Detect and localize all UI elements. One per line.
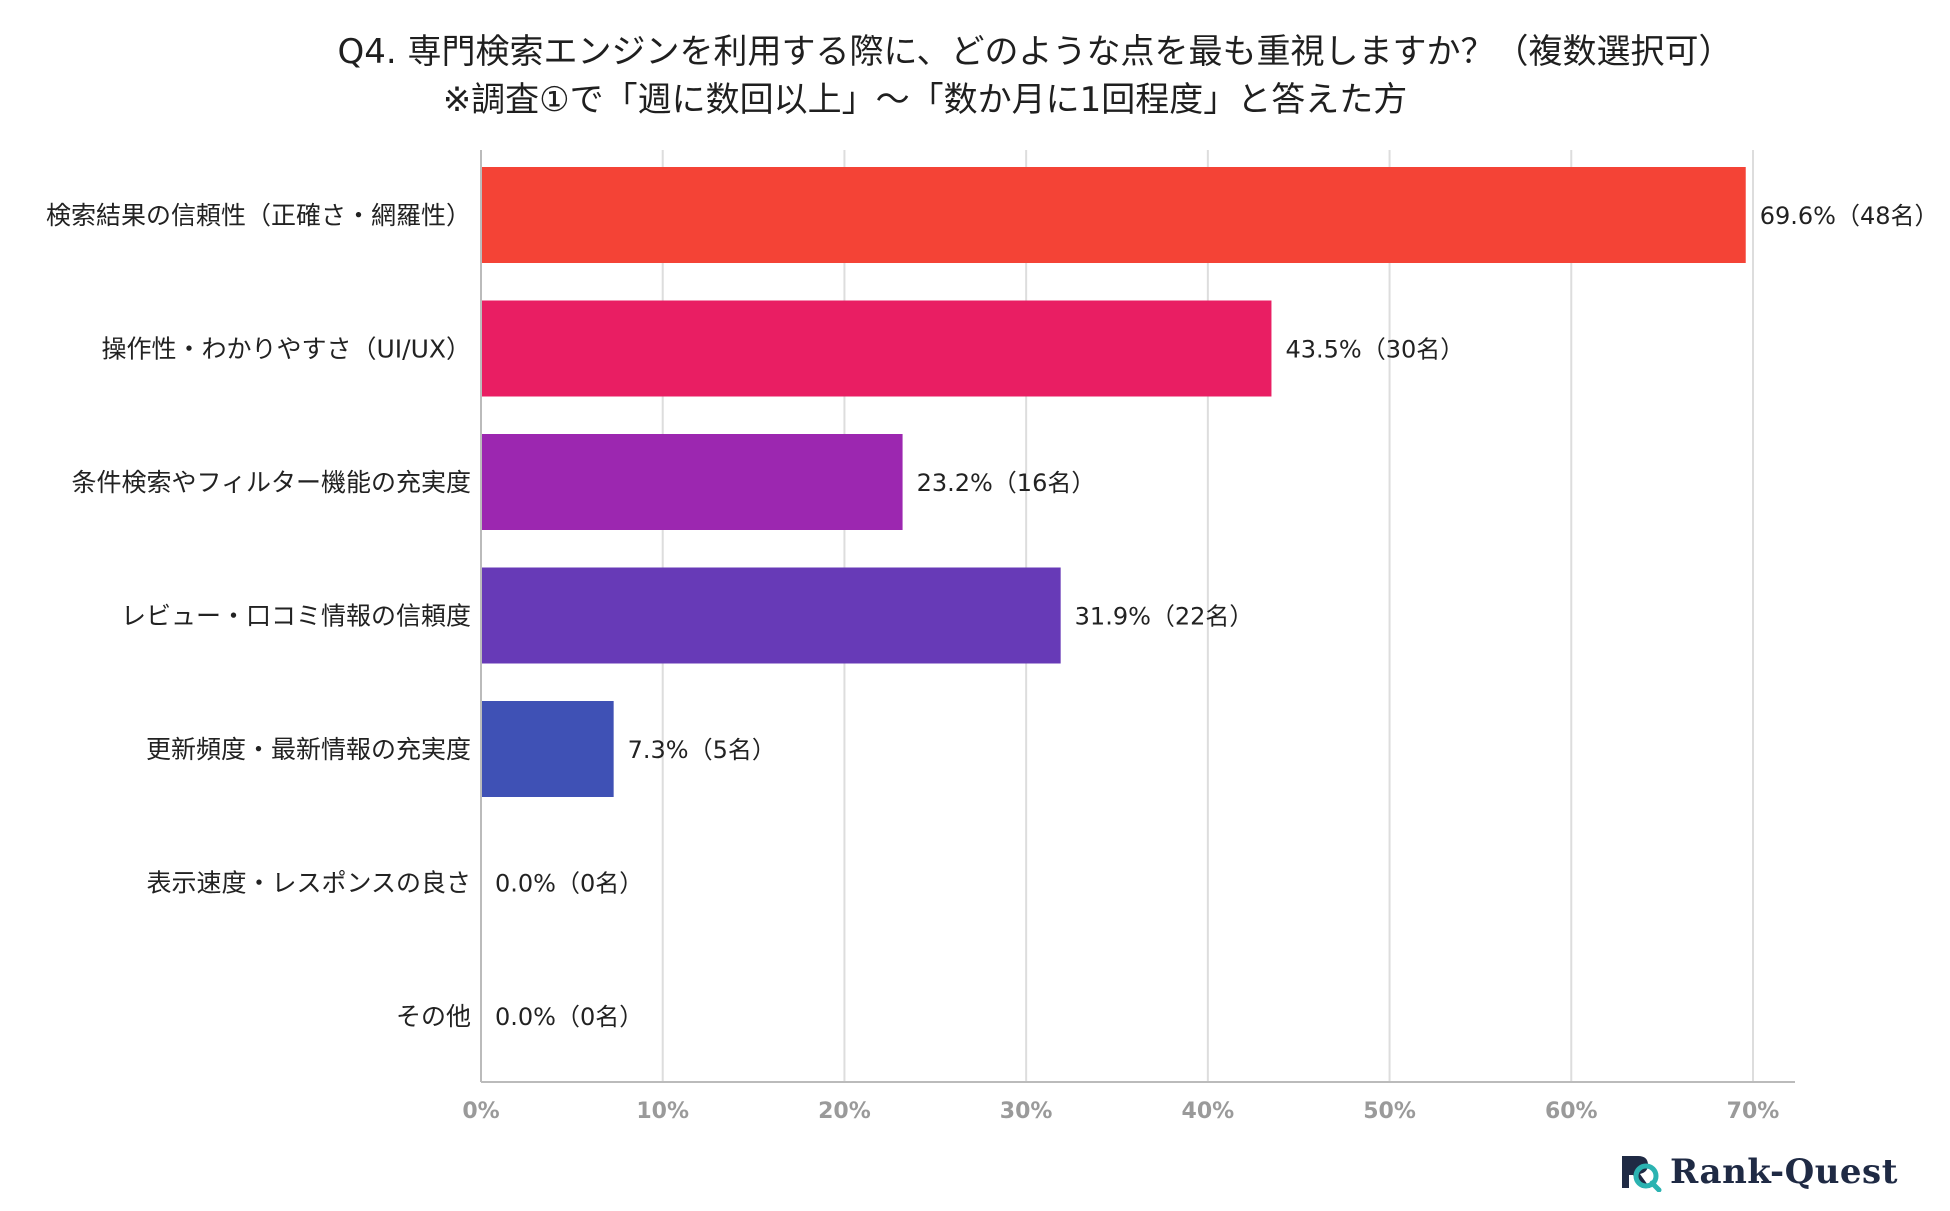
x-tick-label: 0% — [462, 1099, 499, 1124]
bars — [481, 167, 1746, 797]
category-label: 検索結果の信頼性（正確さ・網羅性） — [46, 201, 471, 230]
chart-subtitle: ※調査①で「週に数回以上」～「数か月に1回程度」と答えた方 — [442, 80, 1408, 120]
bar — [481, 567, 1061, 664]
x-tick-label: 70% — [1727, 1099, 1780, 1124]
bar — [481, 701, 614, 797]
category-label: レビュー・口コミ情報の信頼度 — [121, 602, 471, 631]
category-label: その他 — [396, 1002, 471, 1031]
category-label: 表示速度・レスポンスの良さ — [146, 869, 471, 898]
labels: 0% 10% 20% 30% 40% 50% 60% 70% 検索結果の信頼性（正確さ・網羅性）… — [46, 201, 1939, 1124]
rank-quest-logo-icon — [1622, 1156, 1662, 1192]
data-label: 23.2%（16名） — [917, 469, 1096, 497]
bar — [481, 300, 1272, 397]
bar — [481, 434, 903, 530]
x-tick-label: 40% — [1182, 1099, 1235, 1124]
x-tick-label: 10% — [636, 1099, 689, 1124]
data-label: 31.9%（22名） — [1075, 603, 1254, 631]
data-label: 0.0%（0名） — [495, 1003, 643, 1031]
bar — [481, 167, 1746, 263]
category-label: 操作性・わかりやすさ（UI/UX） — [101, 335, 471, 364]
x-tick-label: 20% — [818, 1099, 871, 1124]
data-label: 0.0%（0名） — [495, 870, 643, 898]
axes — [480, 150, 1795, 1083]
x-tick-label: 30% — [1000, 1099, 1053, 1124]
x-tick-label: 50% — [1363, 1099, 1416, 1124]
chart-title: Q4. 専門検索エンジンを利用する際に、どのような点を最も重視しますか？（複数選… — [337, 32, 1733, 72]
rank-quest-logo: Rank-Quest — [1618, 1152, 1898, 1192]
category-label: 更新頻度・最新情報の充実度 — [146, 735, 471, 764]
x-tick-label: 60% — [1545, 1099, 1598, 1124]
data-label: 7.3%（5名） — [628, 736, 776, 764]
data-label: 43.5%（30名） — [1285, 336, 1464, 364]
category-label: 条件検索やフィルター機能の充実度 — [71, 468, 471, 497]
data-label: 69.6%（48名） — [1760, 202, 1939, 230]
logo-text: Rank-Quest — [1670, 1152, 1898, 1192]
